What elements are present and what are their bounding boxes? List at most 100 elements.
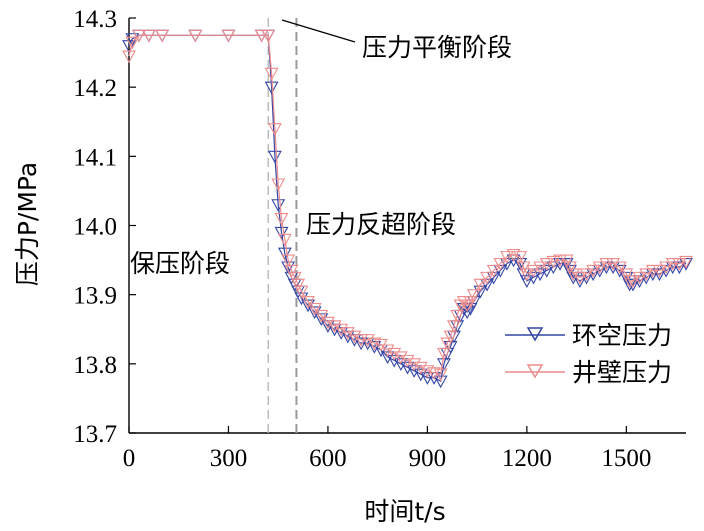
data-point xyxy=(274,226,289,240)
data-point xyxy=(606,257,620,271)
data-point xyxy=(141,29,156,43)
data-point xyxy=(281,254,296,268)
data-point xyxy=(321,316,335,330)
data-point xyxy=(639,271,654,285)
annotation-reversal-stage: 压力反超阶段 xyxy=(306,210,456,239)
data-point xyxy=(420,372,435,385)
data-point xyxy=(586,268,601,282)
data-point xyxy=(294,292,309,306)
x-tick-label: 300 xyxy=(210,445,248,472)
data-point xyxy=(367,340,382,354)
data-point xyxy=(354,334,369,347)
data-point xyxy=(533,268,548,282)
data-point xyxy=(566,268,581,282)
data-point xyxy=(453,299,468,313)
data-point xyxy=(125,36,140,50)
data-point xyxy=(563,264,577,278)
data-point xyxy=(307,302,322,316)
data-point xyxy=(679,257,693,271)
data-point xyxy=(665,261,680,275)
data-point xyxy=(271,199,286,212)
series-layer xyxy=(122,29,693,389)
data-point xyxy=(334,323,349,337)
data-point xyxy=(480,271,494,285)
data-point xyxy=(486,264,501,278)
data-point xyxy=(592,264,607,278)
data-point xyxy=(652,264,667,278)
data-point xyxy=(572,271,587,285)
data-point xyxy=(460,299,475,313)
data-point xyxy=(393,351,408,365)
data-point xyxy=(563,261,577,275)
data-point xyxy=(407,358,422,371)
data-point xyxy=(407,365,422,378)
data-point xyxy=(466,289,481,302)
y-axis-label: 压力P/MPa xyxy=(13,162,42,286)
x-tick-label: 1500 xyxy=(601,445,651,472)
data-point xyxy=(460,306,475,320)
data-point xyxy=(526,264,541,278)
data-point xyxy=(632,271,647,285)
annotation-balance-stage: 压力平衡阶段 xyxy=(362,33,512,62)
x-axis-label: 时间t/s xyxy=(364,497,445,526)
y-tick-label: 13.7 xyxy=(73,421,117,448)
data-point xyxy=(400,354,415,368)
data-point xyxy=(443,330,458,344)
data-point xyxy=(122,50,136,64)
legend-marker-wall xyxy=(526,364,544,379)
data-point xyxy=(626,278,640,292)
data-point xyxy=(553,257,567,271)
data-point xyxy=(400,361,415,375)
data-point xyxy=(267,123,282,136)
data-point xyxy=(277,247,292,261)
data-point xyxy=(360,334,375,347)
data-point xyxy=(586,264,601,278)
data-point xyxy=(599,261,614,275)
legend-item-annulus: 环空压力 xyxy=(505,321,672,350)
data-point xyxy=(291,278,306,292)
data-point xyxy=(413,368,428,382)
data-point xyxy=(360,337,375,351)
data-point xyxy=(599,257,614,271)
data-point xyxy=(533,261,548,275)
x-tick-label: 0 xyxy=(123,445,136,472)
data-point xyxy=(354,337,369,351)
y-tick-label: 13.9 xyxy=(73,283,117,310)
data-point xyxy=(626,275,640,288)
data-point xyxy=(284,264,299,278)
data-point xyxy=(493,264,508,278)
data-point xyxy=(539,264,554,278)
data-point xyxy=(274,213,289,226)
data-point xyxy=(340,330,355,344)
legend: 环空压力 井壁压力 xyxy=(505,321,672,387)
data-point xyxy=(413,361,428,375)
annotation-leader-line xyxy=(281,19,356,43)
data-point xyxy=(566,271,581,285)
data-point xyxy=(393,358,408,371)
data-point xyxy=(387,347,402,361)
data-point xyxy=(559,257,574,271)
data-point xyxy=(659,264,674,278)
data-point xyxy=(463,302,478,316)
data-point xyxy=(261,29,276,43)
x-tick-label: 1200 xyxy=(502,445,552,472)
data-point xyxy=(473,285,488,299)
data-point xyxy=(513,251,528,264)
data-point xyxy=(672,257,687,271)
data-point xyxy=(645,268,660,282)
data-point xyxy=(437,347,451,361)
data-point xyxy=(526,271,541,285)
data-point xyxy=(440,337,455,351)
data-point xyxy=(294,285,309,299)
data-point xyxy=(473,278,488,292)
data-point xyxy=(456,302,471,316)
data-point xyxy=(679,255,693,269)
data-point xyxy=(645,264,660,278)
y-tick-label: 14.3 xyxy=(73,6,117,33)
data-point xyxy=(327,320,342,333)
legend-marker-annulus xyxy=(526,327,544,342)
data-point xyxy=(546,255,561,269)
data-point xyxy=(340,327,355,340)
data-point xyxy=(456,296,471,309)
